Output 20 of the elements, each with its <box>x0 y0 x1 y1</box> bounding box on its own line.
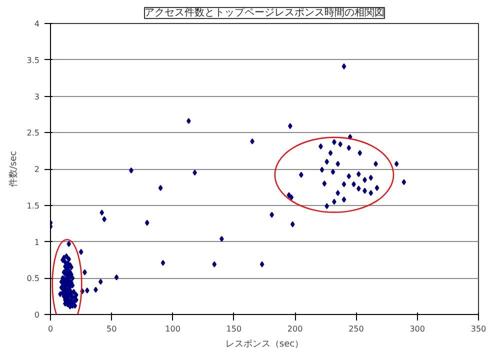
y-tick-label: 2.5 <box>26 128 40 138</box>
y-tick-label: 3.5 <box>26 56 40 65</box>
x-tick-label: 0 <box>48 324 54 334</box>
y-axis-title: 件数/sec <box>8 150 19 188</box>
y-tick-label: 1.5 <box>26 201 40 210</box>
y-tick-label: 1 <box>34 238 40 247</box>
y-tick-label: 3 <box>34 92 40 102</box>
x-tick-label: 300 <box>410 324 426 334</box>
y-tick-label: 0.5 <box>26 274 40 284</box>
x-tick-label: 100 <box>165 324 180 334</box>
x-axis-title: レスポンス（sec） <box>225 340 304 350</box>
x-tick-label: 200 <box>287 324 303 334</box>
x-tick-label: 50 <box>106 324 117 334</box>
x-tick-label: 350 <box>470 324 486 334</box>
x-tick-label: 250 <box>348 324 364 334</box>
y-tick-label: 0 <box>34 310 40 320</box>
x-tick-label: 150 <box>226 324 242 334</box>
chart-title: アクセス件数とトップページレスポンス時間の相関図 <box>144 6 384 18</box>
y-tick-label: 2 <box>34 165 40 174</box>
y-tick-label: 4 <box>34 20 40 28</box>
